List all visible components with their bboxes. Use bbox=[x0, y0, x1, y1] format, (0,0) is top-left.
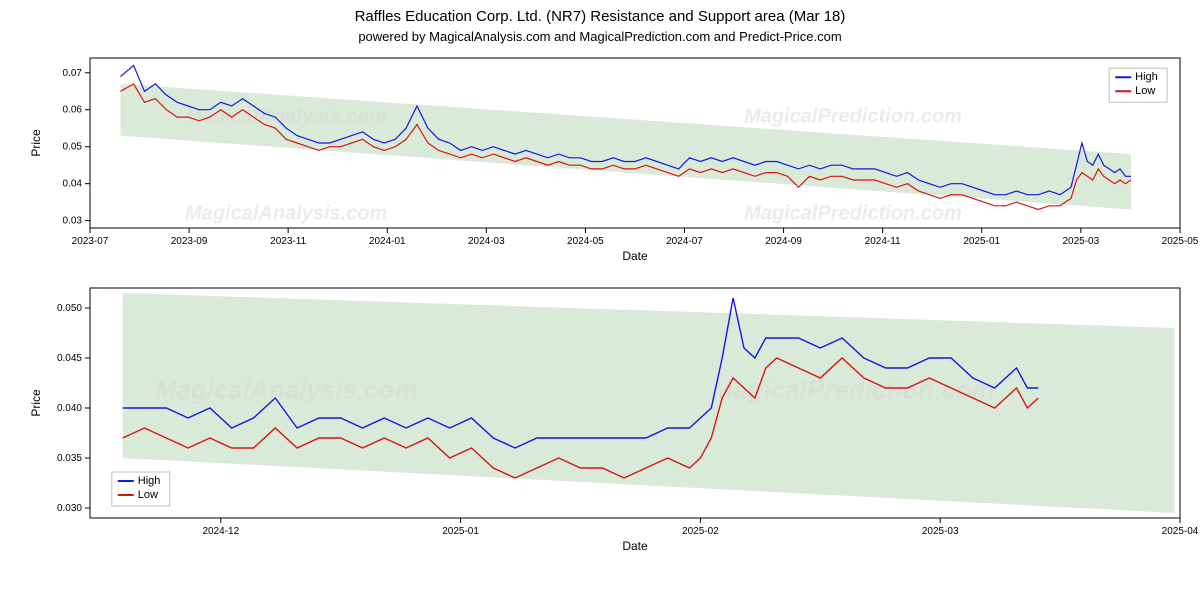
watermark-text: MagicalAnalysis.com bbox=[185, 203, 387, 225]
x-tick-label: 2024-11 bbox=[865, 236, 901, 247]
watermark-text: MagicalAnalysis.com bbox=[185, 106, 387, 128]
y-axis-label: Price bbox=[29, 129, 43, 157]
x-tick-label: 2025-02 bbox=[682, 526, 719, 537]
watermark-text: MagicalPrediction.com bbox=[744, 203, 962, 225]
watermark-text: MagicalPrediction.com bbox=[744, 106, 962, 128]
chart-subtitle: powered by MagicalAnalysis.com and Magic… bbox=[0, 25, 1200, 48]
y-tick-label: 0.030 bbox=[57, 503, 82, 514]
x-tick-label: 2025-03 bbox=[1062, 236, 1099, 247]
chart-svg-2: MagicalAnalysis.com MagicalPrediction.com… bbox=[0, 278, 1200, 568]
figure-container: Raffles Education Corp. Ltd. (NR7) Resis… bbox=[0, 0, 1200, 600]
watermark-text: MagicalAnalysis.com bbox=[155, 374, 418, 404]
x-tick-label: 2023-11 bbox=[270, 236, 306, 247]
lower-chart: MagicalAnalysis.com MagicalPrediction.com… bbox=[0, 278, 1200, 568]
legend-label: Low bbox=[1135, 85, 1155, 97]
y-tick-label: 0.050 bbox=[57, 303, 82, 314]
y-tick-label: 0.07 bbox=[63, 68, 83, 79]
x-tick-label: 2024-01 bbox=[369, 236, 406, 247]
x-tick-label: 2024-09 bbox=[765, 236, 802, 247]
x-tick-label: 2024-12 bbox=[202, 526, 239, 537]
legend-label: High bbox=[138, 475, 161, 487]
y-tick-label: 0.05 bbox=[63, 142, 83, 153]
x-tick-label: 2024-03 bbox=[468, 236, 505, 247]
chart-title: Raffles Education Corp. Ltd. (NR7) Resis… bbox=[0, 0, 1200, 25]
y-tick-label: 0.03 bbox=[63, 216, 83, 227]
x-tick-label: 2024-05 bbox=[567, 236, 604, 247]
x-tick-label: 2023-07 bbox=[72, 236, 109, 247]
x-tick-label: 2023-09 bbox=[171, 236, 208, 247]
y-tick-label: 0.045 bbox=[57, 353, 82, 364]
x-tick-label: 2025-03 bbox=[922, 526, 959, 537]
upper-chart: MagicalAnalysis.com MagicalPrediction.com… bbox=[0, 48, 1200, 278]
y-tick-label: 0.040 bbox=[57, 403, 82, 414]
x-axis-label: Date bbox=[622, 539, 648, 553]
x-tick-label: 2025-04 bbox=[1162, 526, 1199, 537]
x-tick-label: 2025-01 bbox=[963, 236, 1000, 247]
x-tick-label: 2024-07 bbox=[666, 236, 703, 247]
legend-label: Low bbox=[138, 489, 158, 501]
legend-label: High bbox=[1135, 71, 1158, 83]
y-axis-label: Price bbox=[29, 389, 43, 417]
y-tick-label: 0.04 bbox=[63, 179, 83, 190]
watermark-text: MagicalPrediction.com bbox=[711, 374, 994, 404]
x-tick-label: 2025-05 bbox=[1162, 236, 1199, 247]
y-tick-label: 0.06 bbox=[63, 105, 83, 116]
x-axis-label: Date bbox=[622, 249, 648, 263]
x-tick-label: 2025-01 bbox=[442, 526, 479, 537]
y-tick-label: 0.035 bbox=[57, 453, 82, 464]
chart-svg-1: MagicalAnalysis.com MagicalPrediction.com… bbox=[0, 48, 1200, 278]
